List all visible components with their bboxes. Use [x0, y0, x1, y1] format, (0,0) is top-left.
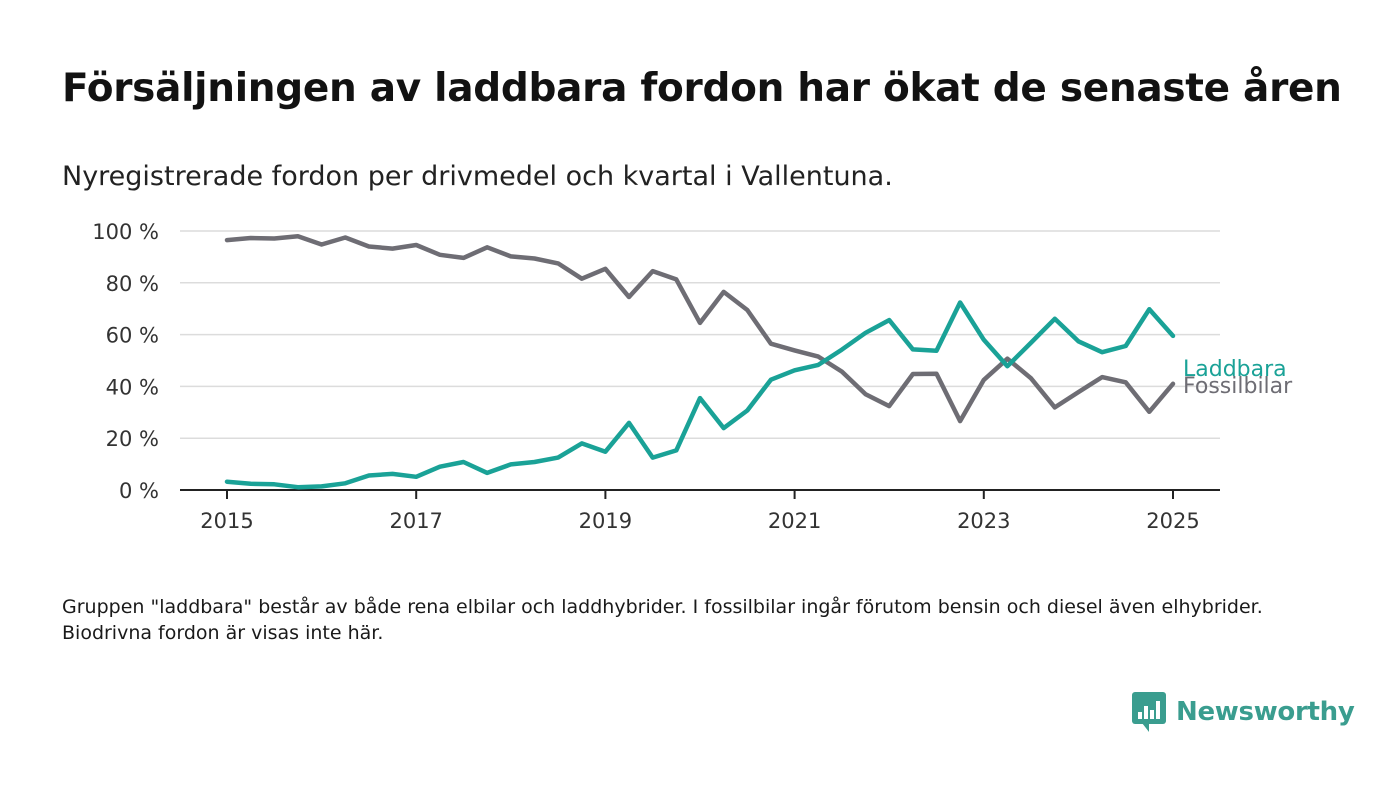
- x-tick-label: 2019: [579, 509, 632, 533]
- grid-lines: [180, 230, 1220, 439]
- series-line-laddbara: [224, 300, 1176, 490]
- x-tick-label: 2023: [957, 509, 1010, 533]
- series-label-laddbara: Laddbara: [1183, 357, 1287, 382]
- chart-title: Försäljningen av laddbara fordon har öka…: [62, 66, 1342, 111]
- y-tick-label: 60 %: [106, 324, 159, 348]
- x-tick-label: 2015: [200, 509, 253, 533]
- footnote: Gruppen "laddbara" består av både rena e…: [62, 596, 1263, 644]
- x-tick-label: 2021: [768, 509, 821, 533]
- y-tick-label: 0 %: [119, 479, 159, 503]
- series-line-fossilbilar: [224, 233, 1176, 424]
- logo-text: Newsworthy: [1176, 697, 1355, 727]
- series-lines: [224, 233, 1176, 490]
- chart-subtitle: Nyregistrerade fordon per drivmedel och …: [62, 161, 893, 192]
- y-tick-label: 40 %: [106, 375, 159, 399]
- newsworthy-logo[interactable]: Newsworthy: [1132, 692, 1355, 732]
- line-chart: 0 % 20 % 40 % 60 % 80 % 100 % 2015 2017 2019 202…: [92, 220, 1293, 533]
- y-axis: 0 % 20 % 40 % 60 % 80 % 100 %: [92, 220, 159, 503]
- x-tick-label: 2017: [389, 509, 442, 533]
- y-tick-label: 80 %: [106, 272, 159, 296]
- y-tick-label: 100 %: [92, 220, 159, 244]
- series-label-fossilbilar: Fossilbilar: [1183, 374, 1293, 399]
- x-tick-label: 2025: [1146, 509, 1199, 533]
- newsworthy-logo-icon: [1132, 692, 1166, 732]
- y-tick-label: 20 %: [106, 427, 159, 451]
- x-axis: 2015 2017 2019 2021 2023 2025: [180, 489, 1220, 533]
